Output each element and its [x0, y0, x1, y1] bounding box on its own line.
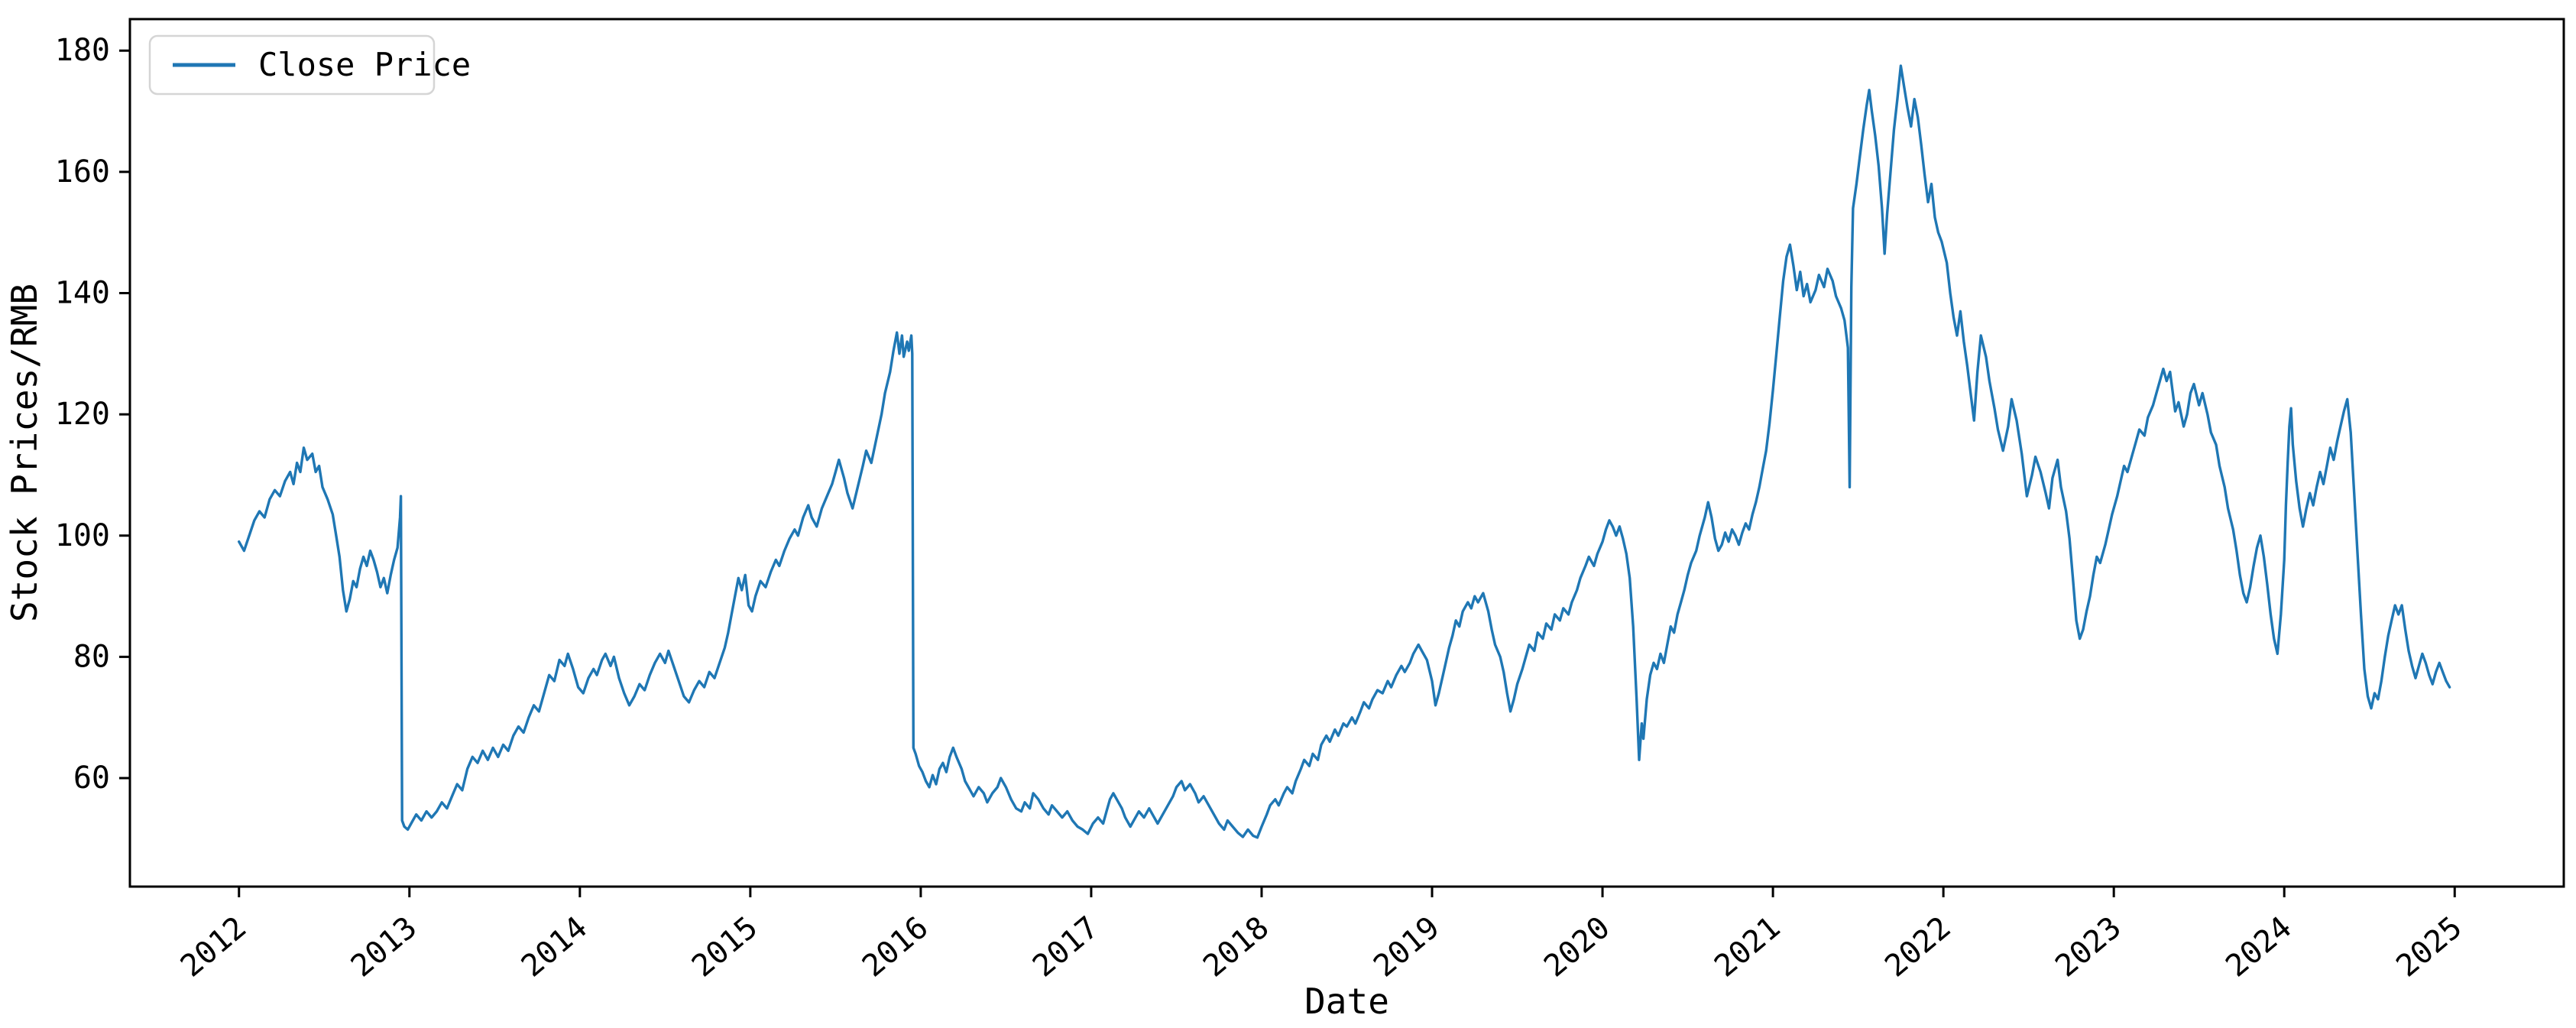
x-tick-label-2021: 2021	[1708, 910, 1787, 984]
x-tick-label-2024: 2024	[2219, 910, 2298, 984]
x-tick-label-2020: 2020	[1537, 910, 1616, 984]
series-line-0	[238, 64, 2451, 839]
x-tick-label-2016: 2016	[856, 910, 935, 984]
legend-box	[148, 34, 436, 96]
x-tick-label-2015: 2015	[685, 910, 764, 984]
y-tick-label-180: 180	[55, 33, 110, 68]
series-layer	[238, 64, 2451, 839]
y-tick-label-100: 100	[55, 518, 110, 553]
y-tick-label-160: 160	[55, 154, 110, 190]
y-tick-label-60: 60	[73, 760, 110, 796]
x-tick-label-2023: 2023	[2049, 910, 2127, 984]
plot-area	[128, 18, 2565, 888]
x-tick-label-2017: 2017	[1026, 910, 1105, 984]
x-tick-label-2022: 2022	[1878, 910, 1957, 984]
y-tick-label-80: 80	[73, 639, 110, 674]
x-tick-label-2025: 2025	[2390, 910, 2468, 984]
y-axis: 60 80 100 120 140 160 180	[55, 33, 130, 796]
y-tick-label-140: 140	[55, 276, 110, 311]
y-axis-title: Stock Prices/RMB	[4, 284, 45, 622]
legend-label: Close Price	[258, 46, 471, 83]
plot-border	[128, 18, 2565, 888]
legend: Close Price	[148, 34, 471, 96]
x-axis-title: Date	[1304, 981, 1389, 1022]
x-tick-label-2012: 2012	[174, 910, 253, 984]
x-tick-label-2014: 2014	[515, 910, 594, 984]
x-tick-label-2018: 2018	[1197, 910, 1275, 984]
axis-titles: Date Stock Prices/RMB	[4, 284, 1389, 1022]
y-tick-label-120: 120	[55, 397, 110, 432]
x-axis: 2012 2013 2014 2015 2016 2017 2018 2019 2020 2021…	[174, 887, 2469, 984]
x-tick-label-2013: 2013	[345, 910, 423, 984]
x-tick-label-2019: 2019	[1367, 910, 1446, 984]
